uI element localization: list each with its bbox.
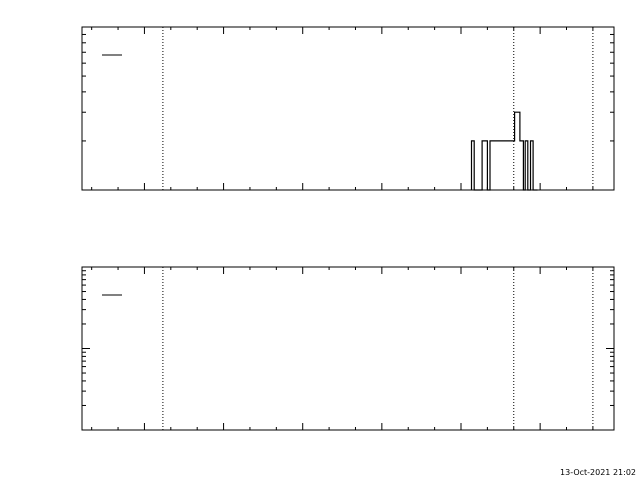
plot-frame xyxy=(81,266,615,431)
lo-channel-chart xyxy=(81,26,615,191)
hi-channel-chart xyxy=(81,266,615,431)
series-line-0 xyxy=(470,111,538,191)
generation-timestamp: 13-Oct-2021 21:02 xyxy=(560,468,636,477)
plot-frame xyxy=(81,26,615,191)
